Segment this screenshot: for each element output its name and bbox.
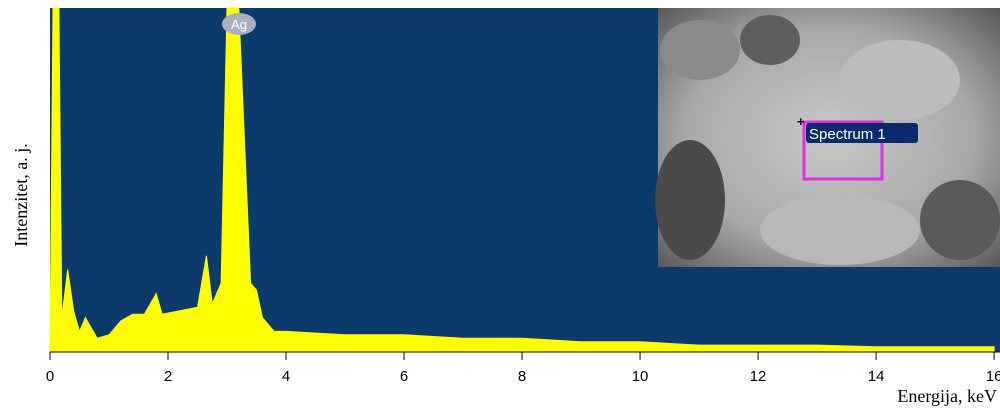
- spectrum-area: [49, 7, 995, 353]
- x-axis-label: Energija, keV: [897, 386, 997, 406]
- y-axis-label: Intenzitet, a. j.: [11, 143, 31, 246]
- sem-texture: [760, 195, 920, 265]
- spectrum-box: [802, 120, 884, 181]
- x-tick-label: 14: [868, 368, 885, 385]
- spectrum-label: Spectrum 1: [809, 126, 886, 143]
- sem-texture: [920, 180, 1000, 260]
- sem-texture: [740, 15, 800, 65]
- x-tick-label: 6: [400, 368, 408, 385]
- x-tick-label: 2: [164, 368, 172, 385]
- x-tick-label: 16: [986, 368, 1000, 385]
- spectrum-label-bg: [806, 123, 918, 143]
- peak-label: Ag: [231, 17, 247, 32]
- inset-image: Spectrum 1 +: [655, 8, 1000, 267]
- x-tick-label: 12: [750, 368, 767, 385]
- peak-label-bg: [222, 13, 256, 35]
- x-tick-label: 8: [518, 368, 526, 385]
- sem-texture: [655, 140, 725, 260]
- crosshair: +: [797, 114, 805, 129]
- x-tick-label: 10: [632, 368, 649, 385]
- x-tick-label: 0: [46, 368, 54, 385]
- sem-texture: [660, 20, 740, 80]
- sem-texture: [840, 40, 960, 120]
- x-tick-label: 4: [282, 368, 290, 385]
